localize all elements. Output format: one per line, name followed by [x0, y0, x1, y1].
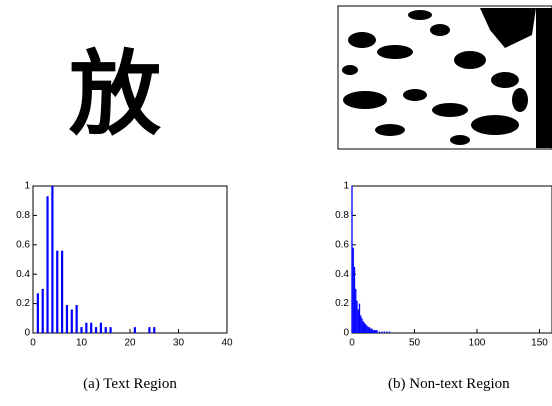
y-tick-label: 0.2 [16, 298, 30, 309]
bar [134, 327, 136, 333]
bar [105, 327, 107, 333]
bar [61, 251, 63, 333]
bar [353, 248, 354, 333]
bar [153, 327, 155, 333]
bar [37, 293, 39, 333]
bar [371, 329, 372, 333]
bar [95, 327, 97, 333]
bar [76, 305, 78, 333]
x-tick-label: 150 [531, 338, 548, 349]
page: {"glyph": "放", "captions": ["(a) Text Re… [0, 0, 552, 406]
bar [46, 196, 48, 333]
x-tick-label: 30 [173, 338, 185, 349]
non-text-region-image [338, 6, 552, 149]
caption: (a) Text Region [83, 376, 177, 392]
y-tick-label: 1 [24, 181, 30, 192]
bar [148, 327, 150, 333]
x-tick-label: 50 [409, 338, 421, 349]
bar [369, 327, 370, 333]
y-tick-label: 0.4 [16, 269, 30, 280]
bar [379, 332, 380, 333]
bar [366, 326, 367, 333]
bar [90, 323, 92, 333]
x-tick-label: 20 [124, 338, 136, 349]
bar [351, 186, 352, 333]
bar [354, 267, 355, 333]
bar [66, 305, 68, 333]
bar [355, 289, 356, 333]
x-tick-label: 0 [30, 338, 36, 349]
y-tick-label: 0.8 [335, 210, 349, 221]
bar [389, 332, 390, 333]
x-tick-label: 100 [469, 338, 486, 349]
bar [359, 304, 360, 333]
x-tick-label: 40 [221, 338, 233, 349]
bar [361, 318, 362, 333]
bar [375, 330, 376, 333]
axes-box [352, 186, 552, 333]
bar [376, 330, 377, 333]
y-tick-label: 1 [343, 181, 349, 192]
y-tick-label: 0.4 [335, 269, 349, 280]
bar [386, 332, 387, 333]
bar [365, 324, 366, 333]
figure: 放 (a) Text Region (b) Non-text Region 0 0… [0, 0, 552, 406]
bar [42, 289, 44, 333]
y-tick-label: 0.6 [16, 239, 30, 250]
bar [374, 330, 375, 333]
bar [71, 309, 73, 333]
bar [364, 323, 365, 333]
bar [384, 332, 385, 333]
bar [85, 323, 87, 333]
bar [100, 323, 102, 333]
y-tick-label: 0.2 [335, 298, 349, 309]
y-tick-label: 0.8 [16, 210, 30, 221]
bar [358, 309, 359, 333]
bar [56, 251, 58, 333]
bar [370, 329, 371, 333]
bar [356, 301, 357, 333]
bar [51, 186, 53, 333]
bar [368, 327, 369, 333]
bar [381, 332, 382, 333]
caption: (b) Non-text Region [388, 376, 510, 392]
bar [110, 327, 112, 333]
x-tick-label: 0 [349, 338, 355, 349]
bar [363, 321, 364, 333]
text-region-image: 放 [69, 41, 161, 148]
bar [80, 327, 82, 333]
bar [360, 315, 361, 333]
bar [373, 330, 374, 333]
x-tick-label: 10 [76, 338, 88, 349]
y-tick-label: 0.6 [335, 239, 349, 250]
